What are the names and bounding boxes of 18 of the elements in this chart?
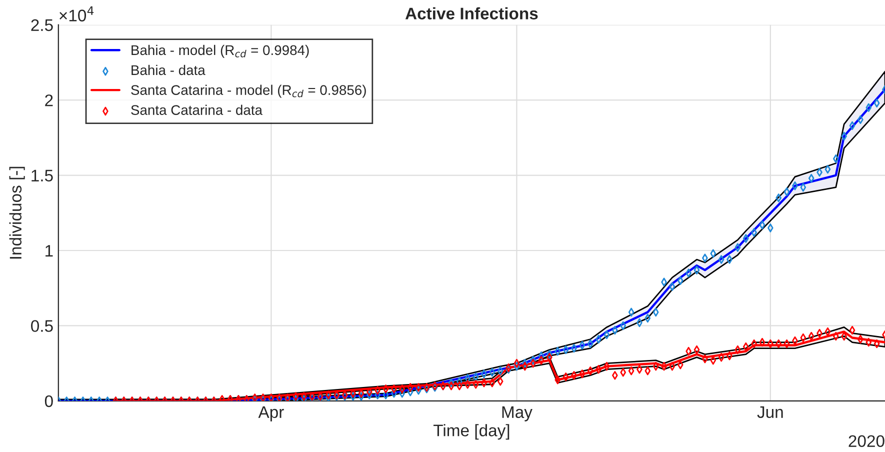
y-tick-label: 0 <box>44 395 53 408</box>
chart-title: Active Infections <box>405 7 538 20</box>
x-axis-title: Time [day] <box>433 424 510 440</box>
legend-label: Santa Catarina - data <box>131 104 262 115</box>
y-axis-title: Individuos [-] <box>9 166 25 259</box>
x-tick-label: Apr <box>258 406 284 422</box>
y-tick-label: 1 <box>46 245 53 257</box>
legend-label: Bahia - data <box>132 64 206 76</box>
legend-label: Santa Catarina - model (R$_{cd}$ = 0.9856) <box>131 84 366 98</box>
y-tick-label: 1.5 <box>32 170 53 182</box>
y-tick-label: 2.5 <box>31 19 53 32</box>
y-tick-label: 2 <box>45 94 53 106</box>
text: ×10$^{4}$ <box>60 6 94 22</box>
legend-label: Bahia - model (R$_{cd}$ = 0.9984) <box>132 44 309 58</box>
text: 2020 <box>848 435 884 448</box>
y-tick-label: 0.5 <box>31 320 53 332</box>
x-tick-label: Jun <box>757 406 783 418</box>
x-tick-label: May <box>502 406 532 422</box>
